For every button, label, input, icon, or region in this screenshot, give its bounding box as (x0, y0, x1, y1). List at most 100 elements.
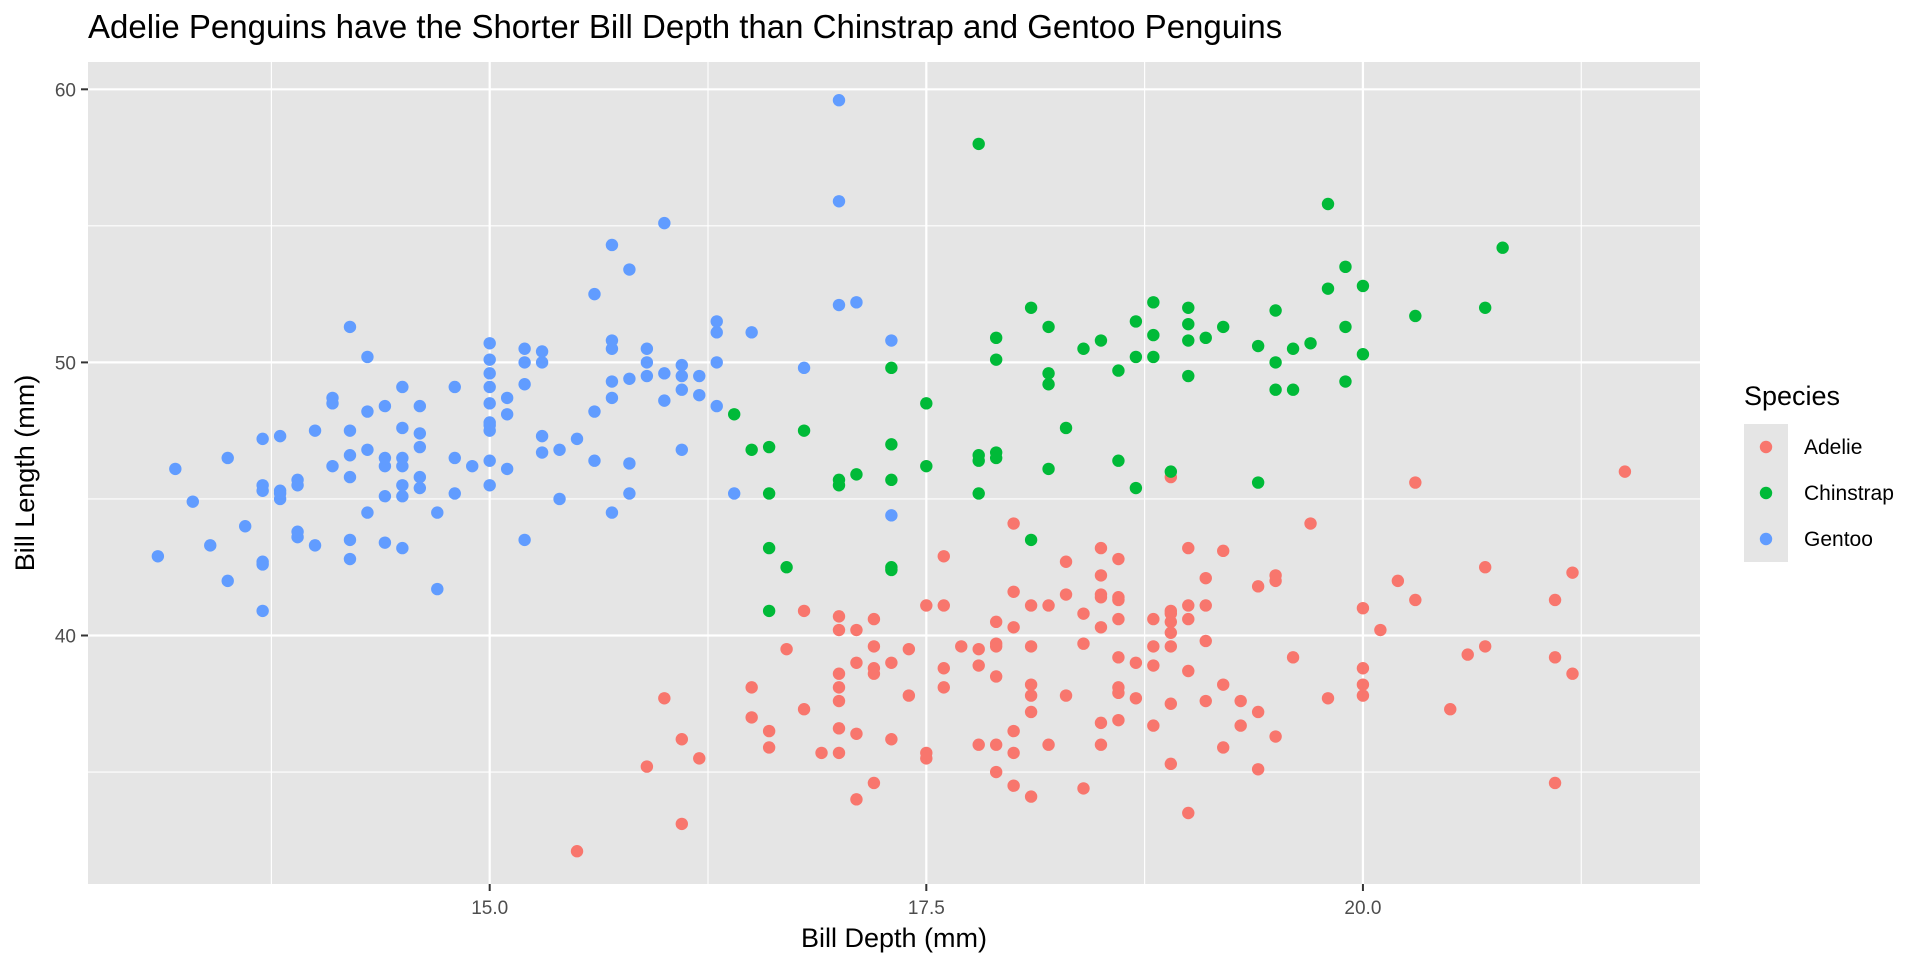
point-chinstrap (1182, 334, 1195, 347)
legend-swatch-chinstrap (1759, 486, 1773, 500)
point-adelie (1217, 544, 1230, 558)
point-adelie (1059, 555, 1073, 568)
point-gentoo (413, 399, 427, 413)
point-chinstrap (1147, 296, 1160, 309)
point-gentoo (378, 490, 392, 503)
point-adelie (989, 615, 1003, 629)
point-chinstrap (1269, 356, 1282, 369)
point-adelie (745, 711, 758, 724)
point-chinstrap (727, 408, 741, 421)
point-adelie (1251, 705, 1265, 719)
point-adelie (1164, 626, 1178, 639)
point-adelie (1234, 719, 1247, 732)
point-adelie (989, 670, 1003, 683)
point-chinstrap (1478, 301, 1492, 314)
x-tick-label: 15.0 (471, 898, 508, 919)
point-adelie (832, 681, 846, 694)
point-chinstrap (1094, 334, 1108, 347)
point-chinstrap (832, 479, 846, 492)
point-chinstrap (1356, 279, 1370, 293)
point-adelie (1112, 651, 1125, 664)
point-gentoo (553, 492, 566, 506)
point-chinstrap (972, 454, 985, 467)
point-adelie (1147, 719, 1160, 732)
point-adelie (867, 667, 881, 680)
point-adelie (920, 746, 933, 760)
legend-label-adelie: Adelie (1804, 436, 1862, 459)
x-tick-label: 17.5 (908, 898, 945, 919)
point-adelie (1409, 593, 1422, 607)
point-adelie (1566, 667, 1579, 680)
point-gentoo (535, 429, 549, 443)
point-gentoo (885, 509, 898, 522)
point-gentoo (238, 520, 252, 533)
point-gentoo (483, 337, 496, 350)
point-adelie (1321, 692, 1335, 705)
point-chinstrap (1321, 282, 1335, 295)
point-adelie (1024, 689, 1038, 702)
point-gentoo (308, 539, 322, 552)
point-adelie (1444, 703, 1457, 716)
point-adelie (1007, 517, 1020, 530)
point-gentoo (483, 353, 496, 366)
panel-background (88, 62, 1700, 884)
point-adelie (1478, 640, 1492, 653)
point-adelie (1234, 694, 1247, 708)
point-adelie (1024, 705, 1038, 719)
point-adelie (1548, 776, 1562, 790)
point-gentoo (396, 490, 409, 503)
point-gentoo (343, 470, 357, 484)
point-gentoo (151, 550, 165, 563)
point-adelie (832, 623, 846, 637)
point-chinstrap (1059, 421, 1073, 435)
point-chinstrap (1042, 320, 1055, 334)
point-adelie (693, 752, 706, 765)
point-gentoo (588, 287, 601, 301)
point-gentoo (710, 315, 723, 328)
point-adelie (797, 604, 811, 618)
point-adelie (1024, 640, 1038, 653)
point-chinstrap (1251, 339, 1265, 353)
point-gentoo (518, 342, 531, 355)
point-chinstrap (1182, 317, 1195, 331)
point-gentoo (658, 367, 671, 380)
point-gentoo (256, 604, 269, 618)
point-adelie (1182, 541, 1195, 555)
point-chinstrap (745, 443, 758, 456)
point-chinstrap (1199, 331, 1212, 345)
point-gentoo (396, 541, 409, 555)
point-adelie (1112, 612, 1125, 626)
point-adelie (1269, 730, 1282, 743)
point-gentoo (343, 449, 357, 462)
point-gentoo (710, 326, 723, 339)
point-gentoo (431, 582, 444, 596)
point-chinstrap (1496, 241, 1509, 254)
point-gentoo (413, 481, 427, 495)
point-gentoo (396, 451, 409, 465)
point-gentoo (605, 334, 619, 347)
point-gentoo (675, 443, 689, 456)
point-gentoo (483, 367, 496, 380)
point-adelie (1077, 782, 1090, 795)
point-adelie (1164, 640, 1178, 653)
point-adelie (1164, 607, 1178, 620)
point-adelie (1356, 689, 1370, 702)
chart-title: Adelie Penguins have the Shorter Bill De… (88, 8, 1282, 45)
point-adelie (972, 659, 985, 672)
point-gentoo (483, 416, 496, 429)
point-gentoo (500, 462, 514, 476)
point-adelie (989, 738, 1003, 751)
x-axis: 15.0 17.5 20.0 (471, 884, 1381, 919)
point-gentoo (675, 358, 689, 372)
legend-title: Species (1744, 381, 1840, 411)
point-chinstrap (1112, 364, 1125, 377)
point-adelie (1251, 580, 1265, 593)
minor-gridlines (88, 62, 1700, 884)
point-gentoo (396, 479, 409, 492)
point-gentoo (623, 372, 636, 385)
point-chinstrap (1042, 378, 1055, 391)
point-gentoo (850, 296, 863, 309)
point-gentoo (727, 487, 741, 500)
point-chinstrap (1042, 367, 1055, 380)
point-adelie (867, 640, 881, 653)
